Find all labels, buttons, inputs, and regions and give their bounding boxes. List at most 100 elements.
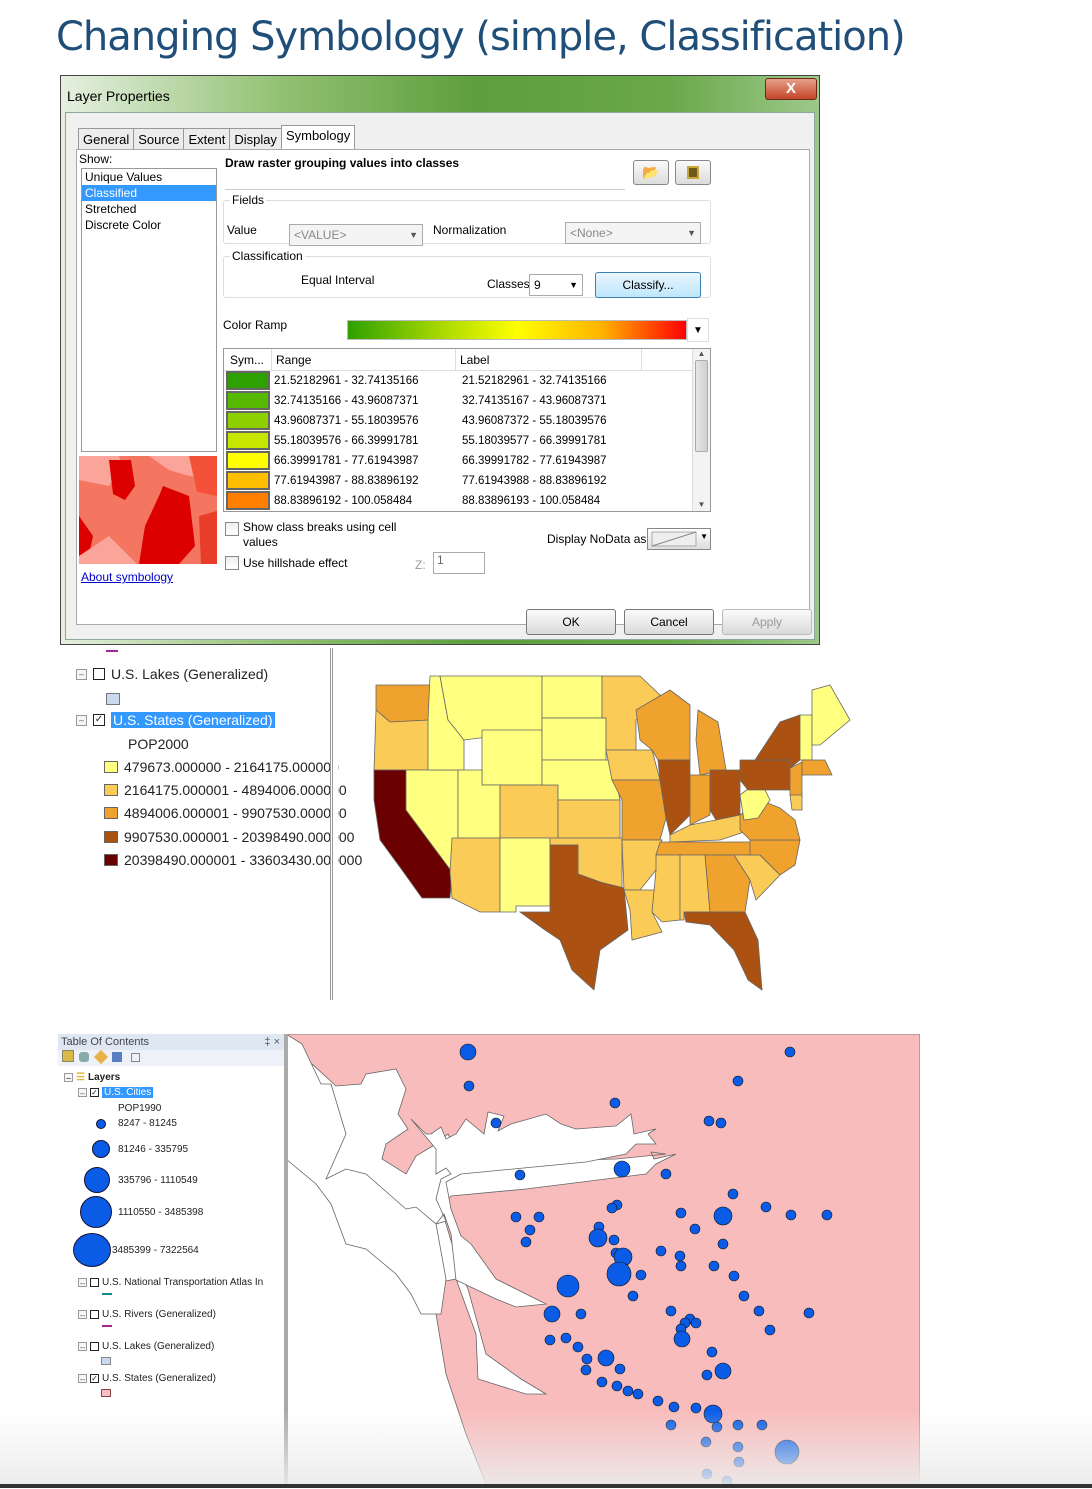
list-by-selection-icon[interactable] [112,1052,123,1062]
tab-display[interactable]: Display [229,128,282,150]
legend-class[interactable]: 2164175.000001 - 4894006.000000 [104,782,347,798]
list-by-drawing-order-icon[interactable] [62,1050,74,1062]
layer-visibility-checkbox[interactable] [90,1310,99,1319]
value-dropdown[interactable]: <VALUE> ▼ [289,224,423,246]
classes-dropdown[interactable]: 9 ▼ [529,274,583,296]
legend-class[interactable]: 8247 - 81245 [86,1118,177,1129]
ok-button[interactable]: OK [526,609,616,635]
layer-name[interactable]: U.S. Lakes (Generalized) [111,666,269,682]
legend-class[interactable]: 4894006.000001 - 9907530.000000 [104,805,347,821]
table-row[interactable]: 21.52182961 - 32.74135166 21.52182961 - 3… [224,371,710,391]
list-by-visibility-icon[interactable] [93,1049,108,1065]
tab-extent[interactable]: Extent [183,128,231,150]
class-swatch[interactable] [226,471,270,490]
collapse-icon[interactable]: – [78,1278,87,1288]
pin-close-icons[interactable]: ‡ × [264,1036,280,1048]
legend-class[interactable]: 9907530.000001 - 20398490.000000 [104,829,354,845]
bay-area-cities-map[interactable] [284,1033,921,1487]
class-label[interactable]: 88.83896193 - 100.058484 [462,495,601,507]
us-states-population-map[interactable] [340,650,1080,1000]
class-swatch[interactable] [226,371,270,390]
close-button[interactable]: X [765,78,817,100]
about-symbology-link[interactable]: About symbology [81,570,174,584]
show-option-classified[interactable]: Classified [82,185,216,201]
scroll-up-icon[interactable]: ▲ [697,349,706,358]
legend-class[interactable]: 1110550 - 3485398 [76,1196,203,1228]
apply-button[interactable]: Apply [722,609,812,635]
open-layer-file-button[interactable]: 📂 [633,160,669,185]
class-swatch[interactable] [226,451,270,470]
toc-layer[interactable]: – U.S. National Transportation Atlas In [78,1277,263,1288]
color-ramp-dropdown[interactable] [347,320,687,340]
class-label[interactable]: 21.52182961 - 32.74135166 [462,375,607,387]
toc-layer[interactable]: – ✓ U.S. States (Generalized) [78,1373,216,1384]
layer-visibility-checkbox[interactable] [90,1342,99,1351]
tab-general[interactable]: General [78,128,135,150]
layer-visibility-checkbox[interactable]: ✓ [93,714,105,726]
table-row[interactable]: 43.96087371 - 55.18039576 43.96087372 - 5… [224,411,710,431]
toc-layer[interactable]: – U.S. Rivers (Generalized) [78,1309,216,1320]
collapse-icon[interactable]: – [78,1088,87,1098]
layer-name[interactable]: U.S. Lakes (Generalized) [102,1341,215,1352]
class-swatch[interactable] [226,491,270,510]
layer-visibility-checkbox[interactable]: ✓ [90,1374,99,1383]
table-row[interactable]: 32.74135166 - 43.96087371 32.74135167 - 4… [224,391,710,411]
class-swatch[interactable] [226,431,270,450]
cancel-button[interactable]: Cancel [624,609,714,635]
table-row[interactable]: 77.61943987 - 88.83896192 77.61943988 - 8… [224,471,710,491]
options-icon[interactable] [131,1053,141,1062]
collapse-icon[interactable]: – [78,1310,87,1320]
class-label[interactable]: 77.61943988 - 88.83896192 [462,475,607,487]
layer-name[interactable]: U.S. Rivers (Generalized) [102,1309,216,1320]
layer-name[interactable]: U.S. Cities [102,1087,154,1098]
legend-class[interactable]: 3485399 - 7322564 [72,1233,199,1267]
legend-class[interactable]: 479673.000000 - 2164175.000000 [104,759,339,775]
toc-layer-cities[interactable]: – ✓ U.S. Cities [78,1087,154,1098]
layer-visibility-checkbox[interactable] [90,1278,99,1287]
layer-name[interactable]: U.S. National Transportation Atlas In [102,1277,264,1288]
color-ramp-chevron-icon[interactable]: ▼ [687,318,709,342]
layer-visibility-checkbox[interactable]: ✓ [90,1088,99,1097]
symbol-column-header[interactable]: Sym... [224,349,272,370]
range-column-header[interactable]: Range [272,349,456,370]
class-table-scrollbar[interactable]: ▲ ▼ [692,349,710,511]
scroll-down-icon[interactable]: ▼ [697,500,706,509]
class-swatch[interactable] [226,411,270,430]
z-factor-input[interactable]: 1 [433,552,485,574]
collapse-icon[interactable]: – [78,1342,87,1352]
scrollbar-thumb[interactable] [695,360,708,452]
collapse-icon[interactable]: – [76,714,87,726]
layer-name[interactable]: U.S. States (Generalized) [102,1373,216,1384]
collapse-icon[interactable]: – [64,1073,73,1083]
class-label[interactable]: 43.96087372 - 55.18039576 [462,415,607,427]
label-column-header[interactable]: Label [456,349,642,370]
show-option-discrete-color[interactable]: Discrete Color [85,218,162,232]
table-row[interactable]: 55.18039576 - 66.39991781 55.18039577 - 6… [224,431,710,451]
toc-layer-states[interactable]: – ✓ U.S. States (Generalized) [76,712,275,728]
table-row[interactable]: 88.83896192 - 100.058484 88.83896193 - 10… [224,491,710,511]
layer-visibility-checkbox[interactable] [93,668,105,680]
nodata-color-picker[interactable]: ▼ [647,528,711,550]
legend-class[interactable]: 20398490.000001 - 33603430.000000 [104,852,362,868]
tab-source[interactable]: Source [133,128,185,150]
toc-layer[interactable]: – U.S. Lakes (Generalized) [78,1341,214,1352]
toc-root-layers[interactable]: – ☰ Layers [64,1072,120,1083]
legend-class[interactable]: 335796 - 1110549 [78,1167,198,1193]
show-option-unique-values[interactable]: Unique Values [85,170,163,184]
class-label[interactable]: 32.74135167 - 43.96087371 [462,395,607,407]
legend-class[interactable]: 81246 - 335795 [86,1140,188,1158]
show-option-stretched[interactable]: Stretched [85,202,137,216]
toc-layer-lakes[interactable]: – U.S. Lakes (Generalized) [76,666,268,682]
show-class-breaks-checkbox[interactable] [225,522,239,536]
layer-name[interactable]: U.S. States (Generalized) [111,712,275,728]
class-label[interactable]: 55.18039577 - 66.39991781 [462,435,607,447]
list-by-source-icon[interactable] [78,1052,89,1062]
classify-button[interactable]: Classify... [595,272,701,298]
collapse-icon[interactable]: – [78,1374,87,1384]
tab-symbology[interactable]: Symbology [280,125,356,150]
normalization-dropdown[interactable]: <None> ▼ [565,222,701,244]
table-row[interactable]: 66.39991781 - 77.61943987 66.39991782 - 7… [224,451,710,471]
class-label[interactable]: 66.39991782 - 77.61943987 [462,455,607,467]
collapse-icon[interactable]: – [76,668,87,680]
hillshade-checkbox[interactable] [225,556,239,570]
